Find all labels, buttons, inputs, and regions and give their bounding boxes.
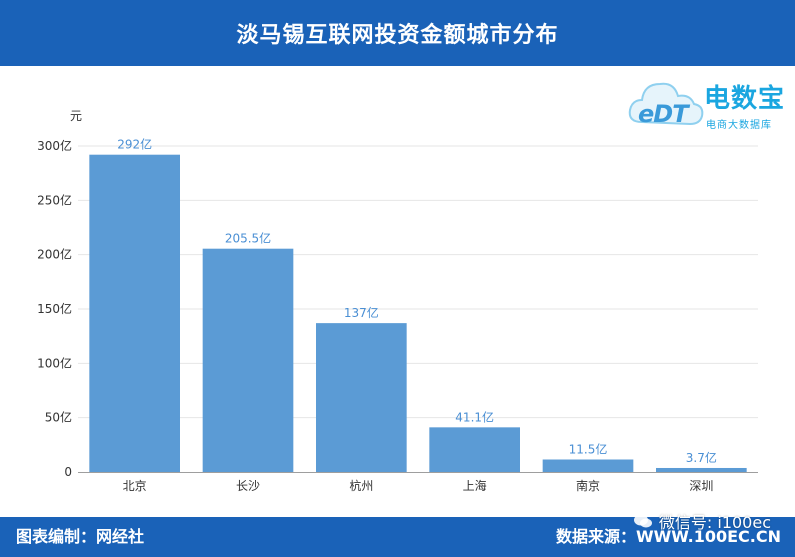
y-tick-label: 150亿 bbox=[37, 301, 72, 316]
x-tick-label: 北京 bbox=[123, 479, 147, 493]
y-tick-label: 200亿 bbox=[37, 247, 72, 262]
logo: eDT 电数宝 电商大数据库 bbox=[628, 72, 788, 132]
x-tick-label: 深圳 bbox=[689, 479, 713, 493]
bar bbox=[656, 467, 747, 472]
y-tick-label: 50亿 bbox=[45, 410, 72, 425]
x-tick-label: 长沙 bbox=[236, 479, 260, 493]
logo-subtitle: 电商大数据库 bbox=[706, 120, 772, 131]
x-tick-label: 南京 bbox=[576, 478, 600, 493]
bar-chart: 0 50亿 100亿 150亿 200亿 250亿 300亿 元 292亿 205.5亿 137… bbox=[37, 109, 758, 493]
y-tick-label: 300亿 bbox=[37, 138, 72, 153]
grid-lines bbox=[78, 145, 758, 419]
x-axis-ticks: 北京 长沙 杭州 上海 南京 深圳 bbox=[123, 478, 714, 493]
bar bbox=[89, 154, 180, 472]
cloud-logo-icon bbox=[628, 82, 704, 126]
y-axis-label: 元 bbox=[70, 109, 82, 123]
logo-title: 电数宝 bbox=[704, 84, 786, 114]
bars bbox=[89, 154, 747, 472]
data-label: 137亿 bbox=[344, 305, 379, 320]
wechat-watermark: 微信号: i100ec bbox=[633, 507, 771, 535]
chart-title-bar: 淡马锡互联网投资金额城市分布 bbox=[0, 0, 795, 66]
footer-source: 数据来源：WWW.100EC.CN bbox=[555, 527, 781, 546]
data-labels: 292亿 205.5亿 137亿 41.1亿 11.5亿 3.7亿 bbox=[117, 137, 717, 465]
wechat-icon bbox=[633, 513, 653, 529]
bar bbox=[429, 427, 520, 472]
data-label: 205.5亿 bbox=[225, 231, 271, 246]
x-tick-label: 杭州 bbox=[349, 478, 373, 493]
x-tick-label: 上海 bbox=[463, 478, 487, 493]
y-tick-label: 100亿 bbox=[37, 355, 72, 370]
data-label: 292亿 bbox=[117, 137, 152, 152]
chart-title: 淡马锡互联网投资金额城市分布 bbox=[236, 23, 559, 48]
watermark-text: 微信号: i100ec bbox=[658, 513, 771, 532]
y-tick-label: 0 bbox=[64, 465, 72, 479]
bar bbox=[542, 459, 634, 472]
data-label: 41.1亿 bbox=[455, 409, 494, 424]
footer-credit: 图表编制：网经社 bbox=[16, 527, 145, 546]
bar bbox=[316, 323, 407, 472]
data-label: 11.5亿 bbox=[569, 442, 608, 457]
y-axis-ticks: 0 50亿 100亿 150亿 200亿 250亿 300亿 bbox=[37, 138, 72, 479]
bar bbox=[202, 248, 294, 472]
data-label: 3.7亿 bbox=[686, 450, 717, 465]
y-tick-label: 250亿 bbox=[37, 192, 72, 207]
logo-mark: eDT bbox=[638, 100, 689, 128]
footer-bar: 图表编制：网经社 数据来源：WWW.100EC.CN bbox=[0, 517, 795, 557]
